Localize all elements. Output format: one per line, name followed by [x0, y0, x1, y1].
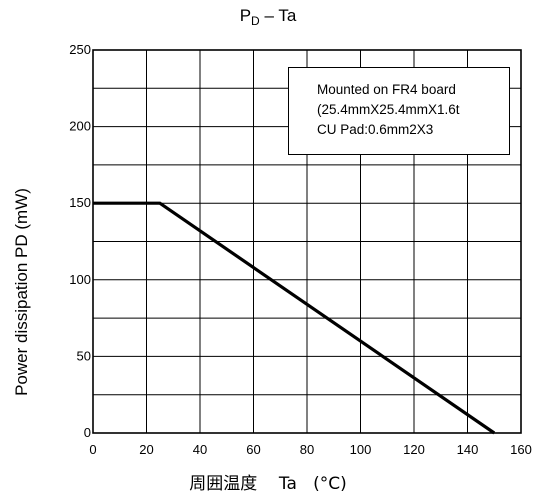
x-tick-label: 0 [89, 442, 96, 457]
title-subscript: D [251, 14, 260, 28]
x-tick-label: 160 [510, 442, 532, 457]
legend-line-1: Mounted on FR4 board [317, 82, 456, 97]
title-main: P [239, 6, 252, 25]
y-tick-label: 250 [69, 42, 91, 57]
x-axis-label-unit: (°C) [313, 474, 347, 494]
title-rest: – Ta [259, 6, 297, 25]
x-tick-label: 40 [193, 442, 207, 457]
y-tick-label: 150 [69, 195, 91, 210]
plot-frame [92, 49, 522, 434]
x-axis-label: 周囲温度 Ta (°C) [0, 469, 536, 494]
y-tick-label: 200 [69, 119, 91, 134]
x-tick-label: 120 [403, 442, 425, 457]
y-tick-label: 50 [77, 348, 91, 363]
legend-line-2: (25.4mmX25.4mmX1.6t [317, 102, 460, 117]
x-tick-label: 60 [246, 442, 260, 457]
series-layer [93, 201, 496, 435]
y-tick-label: 100 [69, 272, 91, 287]
legend-box: Mounted on FR4 board (25.4mmX25.4mmX1.6t… [288, 67, 510, 155]
chart-title: PD – Ta [0, 6, 536, 28]
y-tick-label: 0 [84, 425, 91, 440]
x-tick-label: 140 [457, 442, 479, 457]
x-tick-label: 20 [139, 442, 153, 457]
y-axis-label: Power dissipation PD (mW) [12, 188, 31, 396]
x-tick-label: 80 [300, 442, 314, 457]
x-axis-label-ta: Ta [278, 474, 297, 494]
series-line-pd [93, 201, 496, 435]
legend-line-3: CU Pad:0.6mm2X3 [317, 122, 434, 137]
tick-labels: 0 20 40 60 80 100 120 140 160 0 50 100 150 200 250 [69, 42, 532, 457]
x-axis-label-jp: 周囲温度 [189, 474, 258, 494]
x-tick-label: 100 [350, 442, 372, 457]
